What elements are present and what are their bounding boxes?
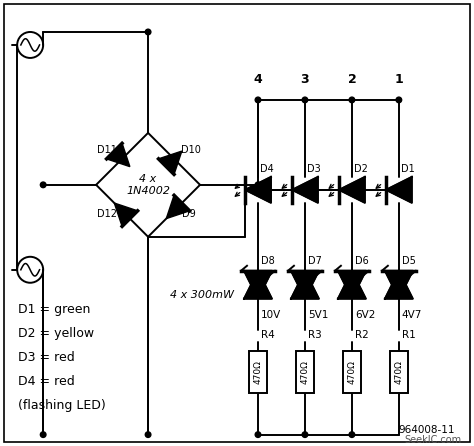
Polygon shape — [292, 177, 318, 203]
Polygon shape — [338, 271, 366, 299]
Text: 1: 1 — [394, 73, 403, 86]
Circle shape — [302, 97, 308, 103]
Circle shape — [349, 97, 355, 103]
Polygon shape — [245, 177, 271, 203]
Polygon shape — [338, 271, 366, 299]
Text: 470Ω: 470Ω — [301, 360, 310, 384]
Circle shape — [145, 29, 151, 35]
Circle shape — [396, 97, 401, 103]
Bar — [343, 351, 361, 392]
Circle shape — [255, 182, 261, 188]
Text: 4V7: 4V7 — [402, 310, 422, 320]
Text: D5: D5 — [402, 256, 416, 266]
Polygon shape — [158, 151, 182, 174]
Text: 470Ω: 470Ω — [254, 360, 263, 384]
Circle shape — [40, 182, 46, 188]
Text: D12: D12 — [97, 209, 117, 219]
Text: 4: 4 — [254, 73, 262, 86]
Text: 10V: 10V — [261, 310, 281, 320]
Polygon shape — [386, 177, 412, 203]
Text: SeekIC.com: SeekIC.com — [405, 434, 462, 445]
Text: R1: R1 — [402, 330, 416, 340]
Text: D8: D8 — [261, 256, 275, 266]
Text: (flashing LED): (flashing LED) — [18, 399, 106, 412]
Polygon shape — [166, 195, 190, 219]
Text: R3: R3 — [308, 330, 322, 340]
Text: D4: D4 — [260, 164, 273, 174]
Bar — [249, 351, 267, 392]
Polygon shape — [291, 271, 319, 299]
Text: 964008-11: 964008-11 — [398, 425, 455, 435]
Text: D7: D7 — [308, 256, 322, 266]
Text: 6V2: 6V2 — [355, 310, 375, 320]
Text: D10: D10 — [181, 145, 201, 155]
Text: D3 = red: D3 = red — [18, 351, 75, 364]
Circle shape — [255, 432, 261, 438]
Text: 4 x 300mW: 4 x 300mW — [170, 290, 234, 300]
Circle shape — [145, 432, 151, 438]
Text: R2: R2 — [355, 330, 369, 340]
Polygon shape — [385, 271, 413, 299]
Text: 3: 3 — [301, 73, 309, 86]
Text: D2: D2 — [354, 164, 368, 174]
Text: 470Ω: 470Ω — [394, 360, 403, 384]
Text: D6: D6 — [355, 256, 369, 266]
Text: 470Ω: 470Ω — [347, 360, 356, 384]
Circle shape — [302, 432, 308, 438]
Polygon shape — [339, 177, 365, 203]
Circle shape — [40, 432, 46, 438]
Polygon shape — [291, 271, 319, 299]
Text: 2: 2 — [347, 73, 356, 86]
Text: D3: D3 — [307, 164, 321, 174]
Polygon shape — [114, 203, 137, 227]
Text: R4: R4 — [261, 330, 275, 340]
Circle shape — [349, 432, 355, 438]
Text: D9: D9 — [182, 209, 196, 219]
Polygon shape — [385, 271, 413, 299]
Polygon shape — [244, 271, 272, 299]
Text: D1 = green: D1 = green — [18, 303, 91, 316]
Bar — [390, 351, 408, 392]
Circle shape — [255, 97, 261, 103]
Text: D4 = red: D4 = red — [18, 375, 75, 388]
Polygon shape — [107, 143, 130, 167]
Text: 5V1: 5V1 — [308, 310, 328, 320]
Text: 4 x
1N4002: 4 x 1N4002 — [126, 174, 170, 196]
Text: D11: D11 — [97, 145, 117, 155]
Bar — [296, 351, 314, 392]
Polygon shape — [244, 271, 272, 299]
Text: D1: D1 — [401, 164, 415, 174]
Text: D2 = yellow: D2 = yellow — [18, 327, 94, 340]
